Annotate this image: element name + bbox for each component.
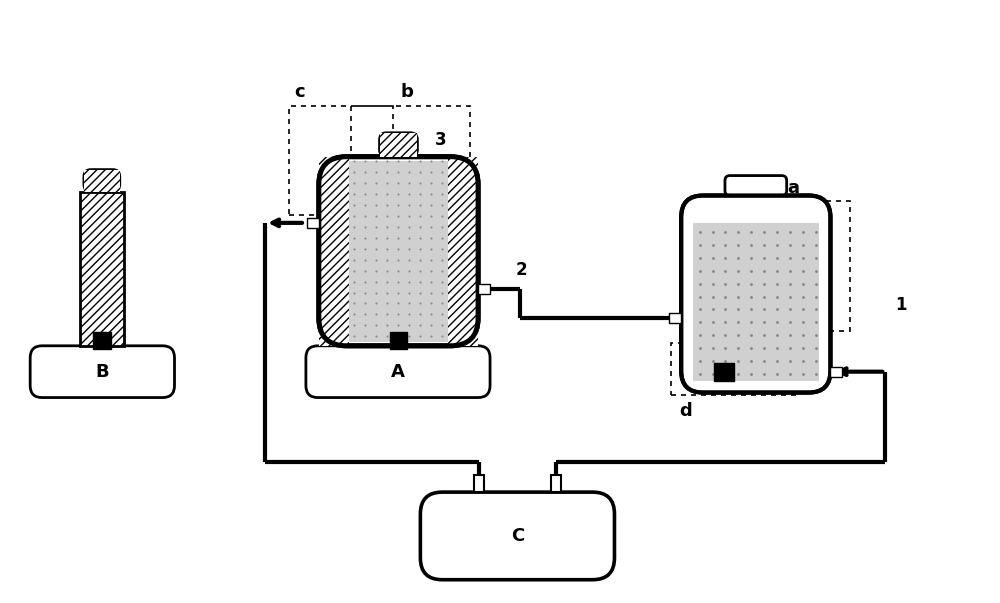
FancyBboxPatch shape	[319, 157, 478, 346]
FancyBboxPatch shape	[30, 346, 175, 397]
Bar	[390, 332, 407, 349]
Text: b: b	[401, 83, 414, 101]
Bar	[669, 313, 681, 323]
FancyBboxPatch shape	[84, 169, 120, 192]
Bar	[93, 332, 111, 349]
Text: B: B	[96, 362, 109, 380]
FancyBboxPatch shape	[681, 195, 830, 393]
Bar	[693, 223, 819, 380]
Text: A: A	[391, 362, 405, 380]
Bar	[349, 160, 448, 342]
Bar	[84, 169, 120, 192]
Bar	[380, 133, 417, 157]
Bar	[289, 106, 393, 215]
FancyBboxPatch shape	[725, 175, 787, 195]
Bar	[830, 367, 842, 377]
Bar	[551, 475, 561, 492]
Text: d: d	[679, 402, 692, 420]
Text: a: a	[787, 178, 799, 197]
Bar	[671, 343, 796, 394]
Bar	[351, 106, 470, 177]
Text: c: c	[294, 83, 305, 101]
Bar	[478, 284, 490, 294]
Text: 2: 2	[516, 261, 528, 279]
Bar	[474, 475, 484, 492]
Text: 3: 3	[435, 131, 447, 149]
Text: 1: 1	[895, 296, 907, 314]
Bar	[307, 218, 319, 228]
Bar	[319, 157, 349, 346]
Bar	[709, 201, 850, 331]
FancyBboxPatch shape	[306, 346, 490, 397]
Bar	[80, 192, 124, 346]
Text: C: C	[511, 527, 524, 545]
FancyBboxPatch shape	[380, 133, 417, 157]
Bar	[448, 157, 478, 346]
FancyBboxPatch shape	[420, 492, 614, 579]
Bar	[714, 363, 734, 380]
